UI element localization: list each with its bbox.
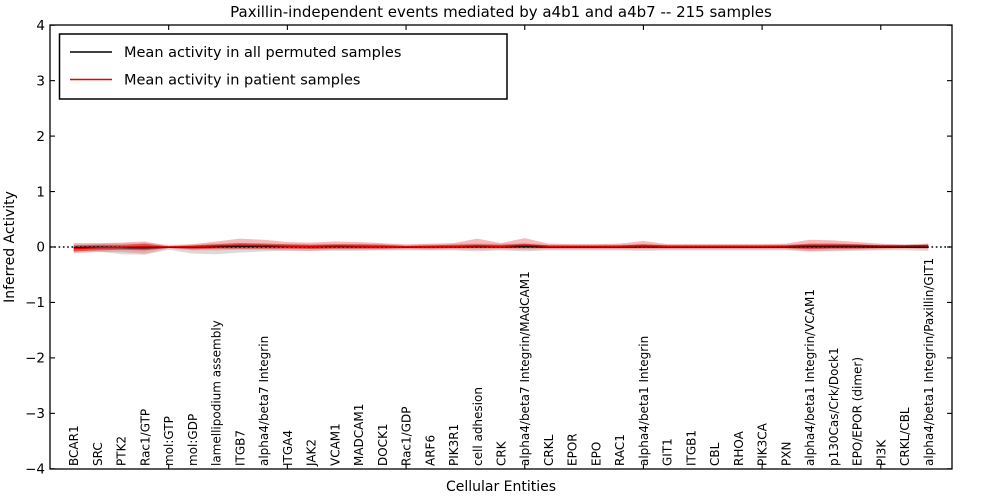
- legend: Mean activity in all permuted samples Me…: [58, 33, 508, 100]
- x-category-label: ITGB7: [233, 430, 247, 466]
- x-category-label: Rac1/GDP: [400, 407, 414, 466]
- y-tick-label: 0: [36, 240, 45, 256]
- y-tick-label: 2: [36, 129, 45, 145]
- x-category-label: PI3K: [874, 439, 888, 466]
- x-category-label: lamellipodium assembly: [210, 320, 224, 466]
- x-category-label: alpha4/beta7 Integrin: [257, 336, 271, 466]
- x-category-label: alpha4/beta1 Integrin/Paxillin/GIT1: [922, 258, 936, 466]
- y-tick-label: 1: [36, 184, 45, 200]
- x-category-label: EPOR: [566, 433, 580, 466]
- x-category-label: MADCAM1: [352, 404, 366, 466]
- x-category-label: PIK3CA: [756, 422, 770, 466]
- legend-label-permuted: Mean activity in all permuted samples: [124, 45, 401, 61]
- x-category-label: CRKL/CBL: [898, 407, 912, 466]
- y-axis-label: Inferred Activity: [2, 191, 18, 303]
- legend-label-patient: Mean activity in patient samples: [124, 73, 360, 89]
- x-category-label: ARF6: [423, 435, 437, 466]
- x-category-label: CRKL: [542, 434, 556, 466]
- x-category-label: alpha4/beta1 Integrin: [637, 336, 651, 466]
- y-tick-label: 3: [36, 73, 45, 89]
- x-category-label: ITGB1: [684, 430, 698, 466]
- x-category-label: CRK: [495, 440, 509, 466]
- x-category-label: BCAR1: [67, 425, 81, 466]
- y-tick-label: −1: [25, 295, 45, 311]
- x-category-label: GIT1: [661, 438, 675, 466]
- axis-ticks: [50, 24, 952, 470]
- x-category-label: p130Cas/Crk/Dock1: [827, 347, 841, 466]
- x-category-label: Rac1/GTP: [138, 409, 152, 466]
- chart-title: Paxillin-independent events mediated by …: [230, 3, 772, 21]
- x-category-label: RHOA: [732, 430, 746, 466]
- line-layer: [50, 244, 952, 250]
- x-category-label: cell adhesion: [471, 387, 485, 466]
- x-category-label: SRC: [91, 442, 105, 466]
- x-category-label: CBL: [708, 442, 722, 466]
- y-tick-label: −4: [25, 462, 45, 478]
- x-category-label: alpha4/beta7 Integrin/MAdCAM1: [518, 271, 532, 466]
- legend-box: [58, 33, 508, 100]
- y-tick-label: −2: [25, 351, 45, 367]
- x-category-label: alpha4/beta1 Integrin/VCAM1: [803, 289, 817, 466]
- x-category-label: RAC1: [613, 434, 627, 466]
- x-category-label: PXN: [779, 442, 793, 466]
- x-category-label: mol:GDP: [186, 414, 200, 466]
- patient-mean-line: [73, 244, 929, 250]
- y-tick-label: 4: [36, 18, 45, 34]
- x-category-labels: BCAR1 SRC PTK2 Rac1/GTP mol:GTP mol:GDP lamell…: [67, 258, 936, 467]
- x-category-label: DOCK1: [376, 423, 390, 466]
- x-category-label: mol:GTP: [162, 416, 176, 466]
- y-tick-labels: 4 3 2 1 0 −1 −2 −3 −4: [25, 18, 45, 478]
- x-category-label: JAK2: [305, 439, 319, 467]
- x-category-label: EPO/EPOR (dimer): [851, 357, 865, 466]
- x-category-label: ITGA4: [281, 430, 295, 466]
- x-category-label: PTK2: [115, 436, 129, 466]
- x-axis-label: Cellular Entities: [446, 479, 556, 495]
- x-category-label: PIK3R1: [447, 424, 461, 466]
- x-category-label: EPO: [589, 442, 603, 466]
- y-tick-label: −3: [25, 406, 45, 422]
- x-category-label: VCAM1: [328, 423, 342, 466]
